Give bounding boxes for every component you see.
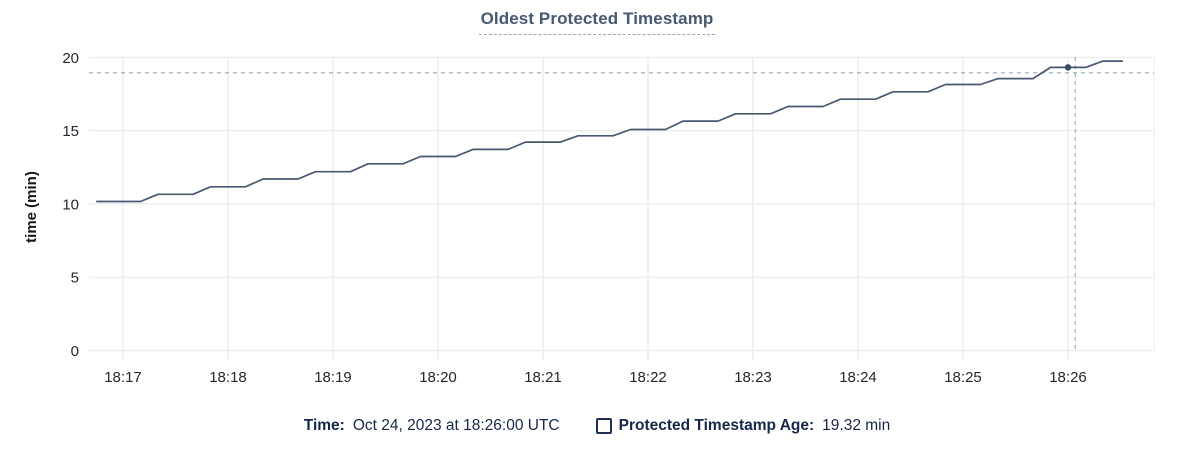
x-tick-label: 18:25 — [944, 369, 982, 386]
x-tick-label: 18:21 — [524, 369, 562, 386]
gridlines-group — [89, 56, 1155, 360]
x-tick-label: 18:23 — [734, 369, 772, 386]
hover-tooltip-legend: Time: Oct 24, 2023 at 18:26:00 UTC Protect… — [0, 417, 1194, 435]
series-group — [95, 60, 1124, 203]
x-tick-label: 18:19 — [314, 369, 352, 386]
axis-labels-group: time (min) 0 5 10 15 20 18:17 18:18 18:19 18:20 1… — [23, 50, 1087, 386]
y-tick-label: 20 — [62, 50, 79, 67]
x-tick-label: 18:18 — [209, 369, 247, 386]
y-axis-title: time (min) — [23, 171, 40, 243]
x-tick-label: 18:26 — [1049, 369, 1087, 386]
x-tick-label: 18:22 — [629, 369, 667, 386]
y-tick-label: 5 — [71, 270, 79, 287]
x-tick-label: 18:24 — [839, 369, 877, 386]
y-tick-label: 10 — [62, 196, 79, 213]
series-value: 19.32 min — [822, 417, 891, 434]
time-value: Oct 24, 2023 at 18:26:00 UTC — [352, 417, 560, 434]
series-line — [95, 60, 1124, 203]
x-tick-label: 18:20 — [419, 369, 457, 386]
series-legend-checkbox[interactable] — [595, 418, 612, 434]
time-label: Time: — [303, 417, 345, 434]
hover-data-point — [1064, 64, 1072, 71]
y-tick-label: 15 — [62, 123, 79, 140]
chart-canvas[interactable]: time (min) 0 5 10 15 20 18:17 18:18 18:19 18:20 1… — [0, 0, 1194, 400]
series-label[interactable]: Protected Timestamp Age: — [618, 417, 815, 434]
x-tick-label: 18:17 — [104, 369, 142, 386]
chart-header: Oldest Protected Timestamp — [0, 9, 1194, 35]
chart-title[interactable]: Oldest Protected Timestamp — [478, 9, 716, 35]
crosshair-group — [89, 57, 1154, 352]
y-tick-label: 0 — [71, 343, 79, 360]
